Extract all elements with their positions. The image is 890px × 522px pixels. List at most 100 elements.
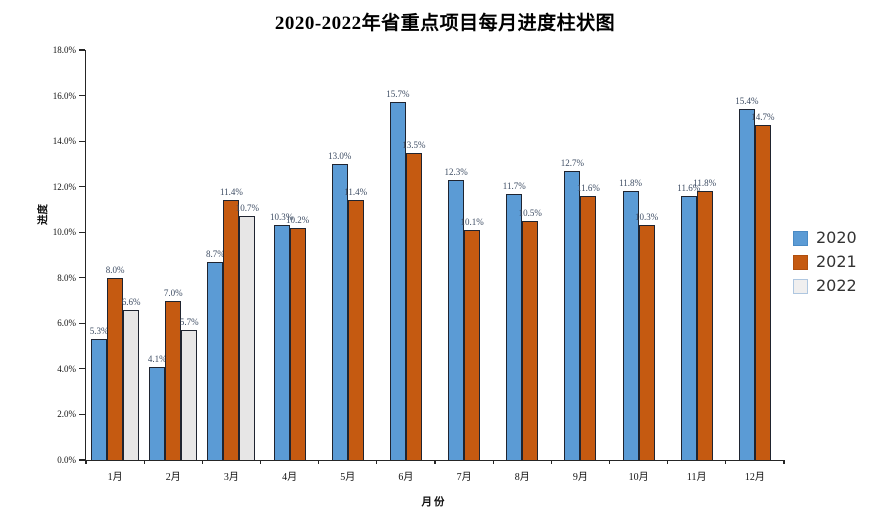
bar-2020-11月 [680, 195, 697, 460]
x-axis-tick [550, 460, 552, 464]
legend-label-2021: 2021 [816, 252, 857, 271]
data-label-2021-8月: 10.5% [518, 207, 542, 218]
legend-swatch-2022 [793, 278, 808, 294]
y-axis-tick [79, 413, 85, 416]
bar-group: 15.4% 14.7% [726, 50, 784, 460]
bar-group: 12.3% 10.1% [435, 50, 493, 460]
y-axis-tick-label: 4.0% [57, 363, 76, 374]
y-axis-tick-label: 14.0% [52, 136, 76, 147]
legend-swatch-2020 [793, 230, 808, 246]
bar-2020-9月 [564, 170, 581, 460]
bar-group: 11.7% 10.5% [493, 50, 551, 460]
data-label-2021-2月: 7.0% [163, 287, 183, 298]
data-label-2021-11月: 11.8% [693, 178, 717, 189]
bar-2021-12月 [754, 125, 771, 460]
chart-title: 2020-2022年省重点项目每月进度柱状图 [274, 13, 616, 34]
x-category-label: 4月 [282, 472, 298, 483]
bar-2022-3月 [239, 216, 256, 460]
y-axis-title: 进度 [38, 204, 49, 225]
bar-2021-4月 [289, 227, 306, 460]
bar-group: 8.7% 11.4% 10.7% [202, 50, 260, 460]
x-category-label: 9月 [572, 472, 588, 483]
bar-2021-9月 [580, 195, 597, 460]
bar-group: 10.3% 10.2% [261, 50, 319, 460]
bar-2020-10月 [622, 191, 639, 460]
x-axis-tick [85, 460, 87, 464]
bar-group: 12.7% 11.6% [551, 50, 609, 460]
x-category-label: 8月 [514, 472, 530, 483]
bar-2021-3月 [223, 200, 240, 460]
y-axis-tick-label: 0.0% [57, 455, 76, 465]
y-axis-tick-label: 16.0% [52, 90, 76, 101]
x-axis-title: 月份 [421, 497, 447, 508]
legend: 2020 2021 2022 [793, 230, 857, 302]
x-axis-tick [725, 460, 727, 464]
x-category-label: 7月 [456, 472, 472, 483]
y-axis-tick-label: 6.0% [57, 318, 76, 329]
bar-2021-7月 [464, 229, 481, 460]
x-axis-tick [434, 460, 436, 464]
x-category-label: 1月 [107, 472, 123, 483]
x-axis-tick [143, 460, 145, 464]
data-label-2022-2月: 5.7% [179, 317, 199, 328]
data-label-2020-5月: 13.0% [328, 150, 352, 161]
x-category-label: 12月 [744, 472, 765, 483]
bar-2021-11月 [696, 191, 713, 460]
x-category-label: 6月 [398, 472, 414, 483]
x-axis-tick [608, 460, 611, 464]
data-label-2021-12月: 14.7% [751, 112, 775, 123]
data-label-2020-6月: 15.7% [386, 89, 410, 100]
x-axis-tick [667, 460, 669, 464]
x-category-label: 11月 [686, 472, 707, 483]
y-axis-tick [79, 94, 85, 97]
x-axis-tick [783, 460, 785, 464]
x-category-label: 2月 [165, 472, 181, 483]
data-label-2022-3月: 10.7% [235, 203, 260, 214]
bar-2022-1月 [123, 309, 140, 460]
y-axis-tick [79, 140, 85, 142]
bar-2021-5月 [347, 200, 364, 460]
plot-area: 0.0% 2.0% 4.0% 6.0% 8.0% 10.0% 12.0% 14.0% 16.0%… [53, 45, 785, 483]
data-label-2021-6月: 13.5% [402, 139, 426, 150]
bar-2020-7月 [448, 179, 465, 460]
data-label-2021-4月: 10.2% [285, 214, 310, 225]
x-axis-tick [376, 460, 378, 464]
bar-2020-4月 [273, 225, 290, 460]
data-label-2022-1月: 6.6% [121, 296, 141, 307]
data-label-2020-12月: 15.4% [735, 96, 759, 107]
data-label-2021-1月: 8.0% [105, 264, 125, 275]
bar-group: 11.8% 10.3% [610, 50, 668, 460]
y-axis-tick-label: 18.0% [52, 45, 76, 55]
bar-2021-6月 [405, 152, 422, 460]
y-axis-tick-label: 2.0% [57, 409, 76, 420]
data-label-2020-8月: 11.7% [502, 180, 526, 191]
legend-item-2022: 2022 [793, 278, 857, 294]
x-category-label: 3月 [223, 472, 239, 483]
bar-2020-1月 [91, 339, 108, 460]
bar-group: 13.0% 11.4% [319, 50, 377, 460]
bar-group: 11.6% 11.8% [668, 50, 726, 460]
legend-label-2022: 2022 [816, 276, 857, 295]
data-label-2020-7月: 12.3% [444, 166, 468, 177]
y-axis-tick-label: 10.0% [52, 227, 76, 238]
x-axis-tick [492, 460, 494, 464]
bar-2021-2月 [165, 300, 182, 460]
bar-2022-2月 [181, 330, 198, 460]
bar-2020-5月 [331, 163, 348, 460]
x-axis-tick [201, 460, 203, 464]
data-label-2020-10月: 11.8% [619, 178, 643, 189]
data-label-2021-10月: 10.3% [634, 212, 659, 223]
bar-2021-1月 [107, 277, 124, 460]
data-label-2020-3月: 8.7% [206, 248, 225, 259]
bar-2021-8月 [522, 220, 539, 460]
legend-label-2020: 2020 [816, 228, 857, 247]
y-axis-tick [79, 186, 85, 188]
data-label-2020-11月: 11.6% [677, 182, 701, 193]
data-label-2021-3月: 11.4% [219, 187, 243, 198]
bar-2020-12月 [738, 109, 755, 460]
y-axis-tick [79, 322, 85, 324]
data-label-2020-2月: 4.1% [147, 353, 167, 364]
bar-2020-2月 [149, 366, 166, 460]
y-axis-tick [79, 49, 85, 51]
